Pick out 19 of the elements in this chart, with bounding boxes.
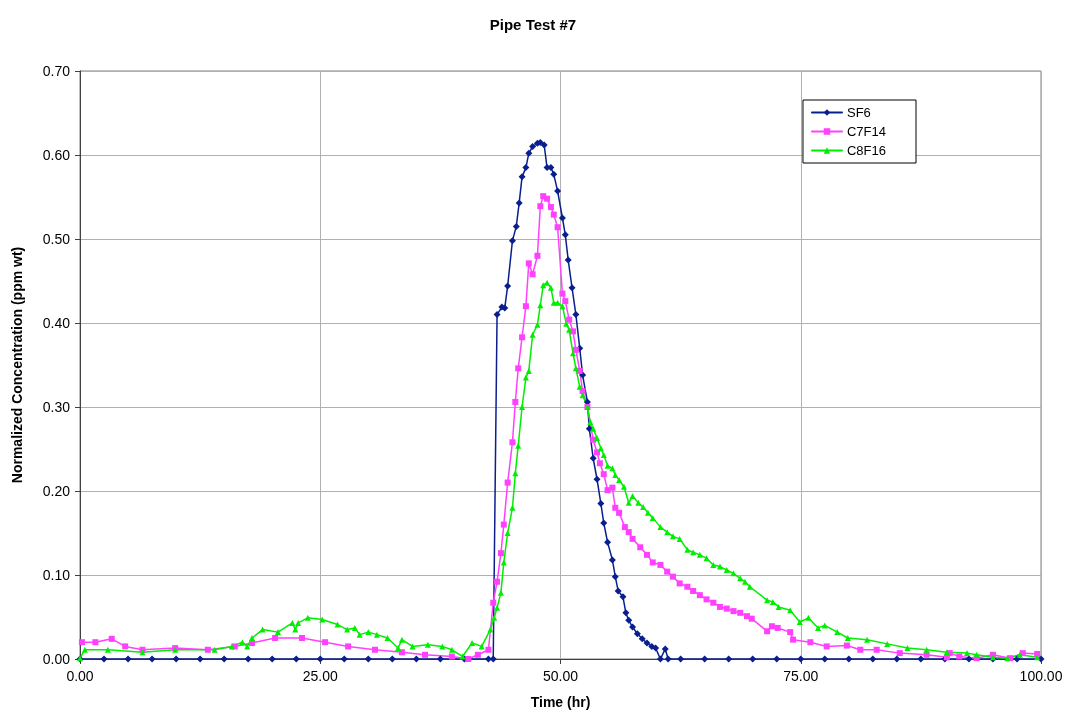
y-axis-title: Normalized Concentration (ppm wt)	[9, 246, 25, 484]
x-tick-label: 0.00	[66, 668, 94, 684]
legend-label: C7F14	[846, 124, 887, 139]
x-axis-title: Time (hr)	[530, 694, 591, 710]
y-tick-label: 0.30	[42, 399, 71, 415]
legend-label: SF6	[846, 105, 871, 120]
y-tick-label: 0.20	[42, 483, 71, 499]
legend-label: C8F16	[846, 143, 887, 158]
y-tick-label: 0.60	[42, 147, 71, 163]
x-tick-label: 50.00	[542, 668, 579, 684]
chart-title: Pipe Test #7	[489, 16, 577, 33]
y-tick-label: 0.00	[42, 651, 71, 667]
y-tick-label: 0.50	[42, 231, 71, 247]
y-tick-label: 0.10	[42, 567, 71, 583]
x-tick-label: 25.00	[302, 668, 338, 684]
y-tick-label: 0.70	[42, 63, 71, 79]
y-tick-label: 0.40	[42, 315, 71, 331]
x-tick-label: 100.00	[1019, 668, 1063, 684]
x-tick-label: 75.00	[783, 668, 819, 684]
